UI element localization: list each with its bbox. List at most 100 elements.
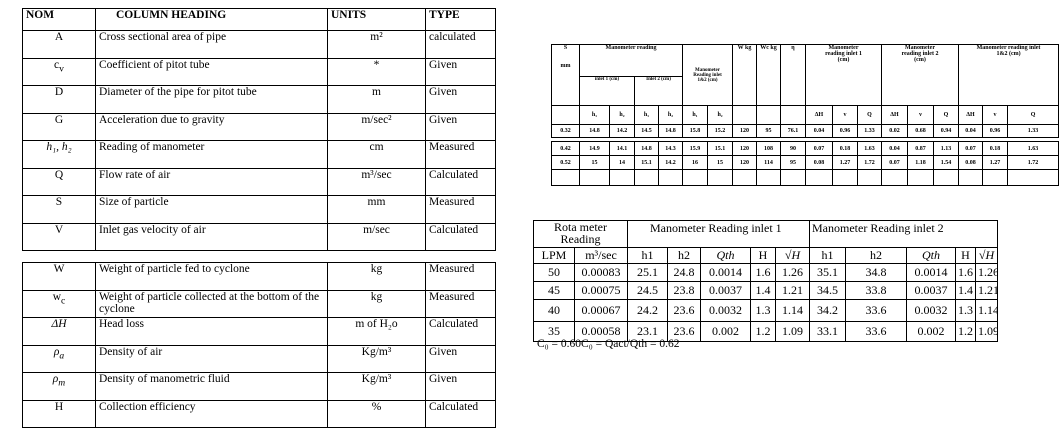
data-cell: 0.04	[958, 124, 984, 138]
data-cell: 16	[682, 155, 708, 170]
type-cell: Measured	[425, 289, 496, 318]
data-cell: 1.63	[857, 141, 882, 156]
sub-header-cell	[732, 105, 758, 125]
sub-header-cell: h2	[667, 247, 702, 264]
type-cell: Measured	[425, 262, 496, 291]
rotameter-table: Rota meter Reading Manometer Reading inl…	[532, 220, 999, 342]
type-cell: Calculated	[425, 317, 496, 346]
nom-cell: A	[22, 30, 96, 59]
nom-cell: S	[22, 195, 96, 224]
sub-header-row: h₁ h₂ h₁ h₂ h₁ h₂ ΔH v Q ΔH v Q ΔH v Q	[551, 105, 1060, 125]
sub-header-cell: h₁	[634, 105, 659, 125]
sub-header-cell: m³/sec	[573, 247, 629, 264]
data-cell: 15.9	[682, 141, 708, 156]
heading-cell: Collection efficiency	[95, 399, 328, 428]
header-s: S	[563, 45, 568, 52]
type-cell: Measured	[425, 140, 496, 169]
data-cell: 0.96	[982, 124, 1009, 138]
data-cell: 0.002	[700, 321, 752, 342]
data-cell	[958, 169, 983, 186]
type-cell: Calculated	[425, 167, 496, 196]
data-cell: 1.26	[775, 263, 811, 282]
data-cell: 0.0037	[906, 281, 957, 300]
table-row: G Acceleration due to gravity m/sec² Given	[22, 112, 496, 141]
data-cell: 14	[609, 155, 635, 170]
sub-header-cell: H	[750, 247, 777, 264]
data-cell: 1.09	[975, 321, 999, 342]
data-cell: 0.002	[906, 321, 957, 342]
data-cell: 35	[533, 321, 575, 342]
sub-header-cell	[780, 105, 807, 125]
data-cell: 0.87	[907, 141, 934, 156]
nom-symbol: A	[54, 31, 64, 43]
sub-header-cell: √H	[975, 247, 999, 264]
data-cell: 1.72	[857, 155, 882, 170]
data-cell: 76.1	[780, 124, 807, 138]
units-cell: m of H₂o	[327, 317, 426, 346]
data-cell: 1.26	[975, 263, 999, 282]
data-cell: 14.5	[634, 124, 659, 138]
experiment-table-continued: 0.42 14.9 14.1 14.8 14.3 15.9 15.1 120 108 90 0.07…	[551, 141, 1059, 186]
nom-symbol: ρ	[53, 345, 60, 358]
nom-subscript: a	[59, 349, 65, 361]
nom-cell: ΔH	[22, 317, 96, 346]
table-row: h₁, h₂ Reading of manometer cm Measured	[22, 140, 496, 169]
data-cell: 0.0014	[700, 263, 752, 282]
table-row: W Weight of particle fed to cyclone kg Meas…	[22, 262, 496, 291]
data-cell: 1.3	[955, 299, 977, 322]
nom-cell: G	[22, 112, 96, 141]
data-cell: 0.04	[881, 141, 908, 156]
nom-symbol: D	[54, 86, 64, 98]
table-row: wc Weight of particle collected at the bo…	[22, 289, 496, 318]
nom-symbol: ρ	[52, 373, 59, 385]
data-cell: 0.18	[982, 141, 1008, 156]
nom-cell: Q	[22, 167, 96, 196]
data-cell: 1.54	[933, 155, 959, 170]
header-units: UNITS	[327, 8, 426, 31]
units-cell: cm	[327, 140, 426, 169]
type-cell: Calculated	[425, 222, 496, 251]
data-cell: 0.0032	[700, 299, 752, 322]
sub-header-cell: h1	[809, 247, 847, 264]
data-cell: 34.2	[809, 299, 847, 322]
header-manometer-inlet-2: Manometer Reading inlet 2	[809, 220, 999, 248]
variables-table-continued: W Weight of particle fed to cyclone kg Meas…	[22, 262, 496, 428]
data-cell: 15	[707, 155, 733, 170]
data-cell: 1.14	[775, 299, 811, 322]
header-inlet-2: Inlet 2 (cm)	[634, 76, 683, 106]
data-cell	[682, 169, 708, 186]
header-eta: η	[780, 44, 807, 106]
sub-header-cell: H	[955, 247, 977, 264]
data-cell: 1.4	[955, 281, 977, 300]
data-cell: 0.07	[881, 155, 908, 170]
sub-header-cell: h2	[845, 247, 908, 264]
nom-symbol: V	[54, 223, 64, 236]
nom-symbol: W	[53, 263, 65, 275]
units-cell: m²	[327, 30, 426, 59]
data-cell: 1.09	[775, 321, 811, 342]
data-cell: 0.04	[805, 124, 834, 138]
units-cell: Kg/m³	[327, 344, 426, 373]
data-cell: 24.8	[667, 263, 702, 282]
data-cell: 0.96	[832, 124, 859, 138]
header-inlet-1: inlet 1 (cm)	[579, 76, 635, 106]
sub-header-cell: h₁	[682, 105, 708, 125]
data-cell: 1.14	[975, 299, 999, 322]
data-cell: 0.00083	[573, 263, 629, 282]
data-cell: 0.42	[551, 141, 580, 156]
data-cell: 23.1	[627, 321, 669, 342]
nom-cell: H	[22, 399, 96, 428]
data-cell: 0.52	[551, 155, 580, 170]
header-w-kg: W kg	[732, 44, 758, 106]
data-cell: 34.5	[809, 281, 847, 300]
data-cell: 0.18	[832, 141, 858, 156]
discharge-coefficient-note: C₀ = 0.60C₀ = Qact/Qth = 0.62	[537, 338, 680, 350]
data-cell	[658, 169, 683, 186]
data-cell: 0.08	[805, 155, 833, 170]
header-result-inlet-2: Manometer reading inlet 2 (cm)	[881, 44, 960, 106]
data-cell: 1.27	[832, 155, 858, 170]
table-row: 45 0.00075 24.5 23.8 0.0037 1.4 1.21 34.5 33.8 0.…	[533, 281, 999, 300]
sub-header-cell: v	[982, 105, 1009, 125]
type-cell: calculated	[425, 30, 496, 59]
